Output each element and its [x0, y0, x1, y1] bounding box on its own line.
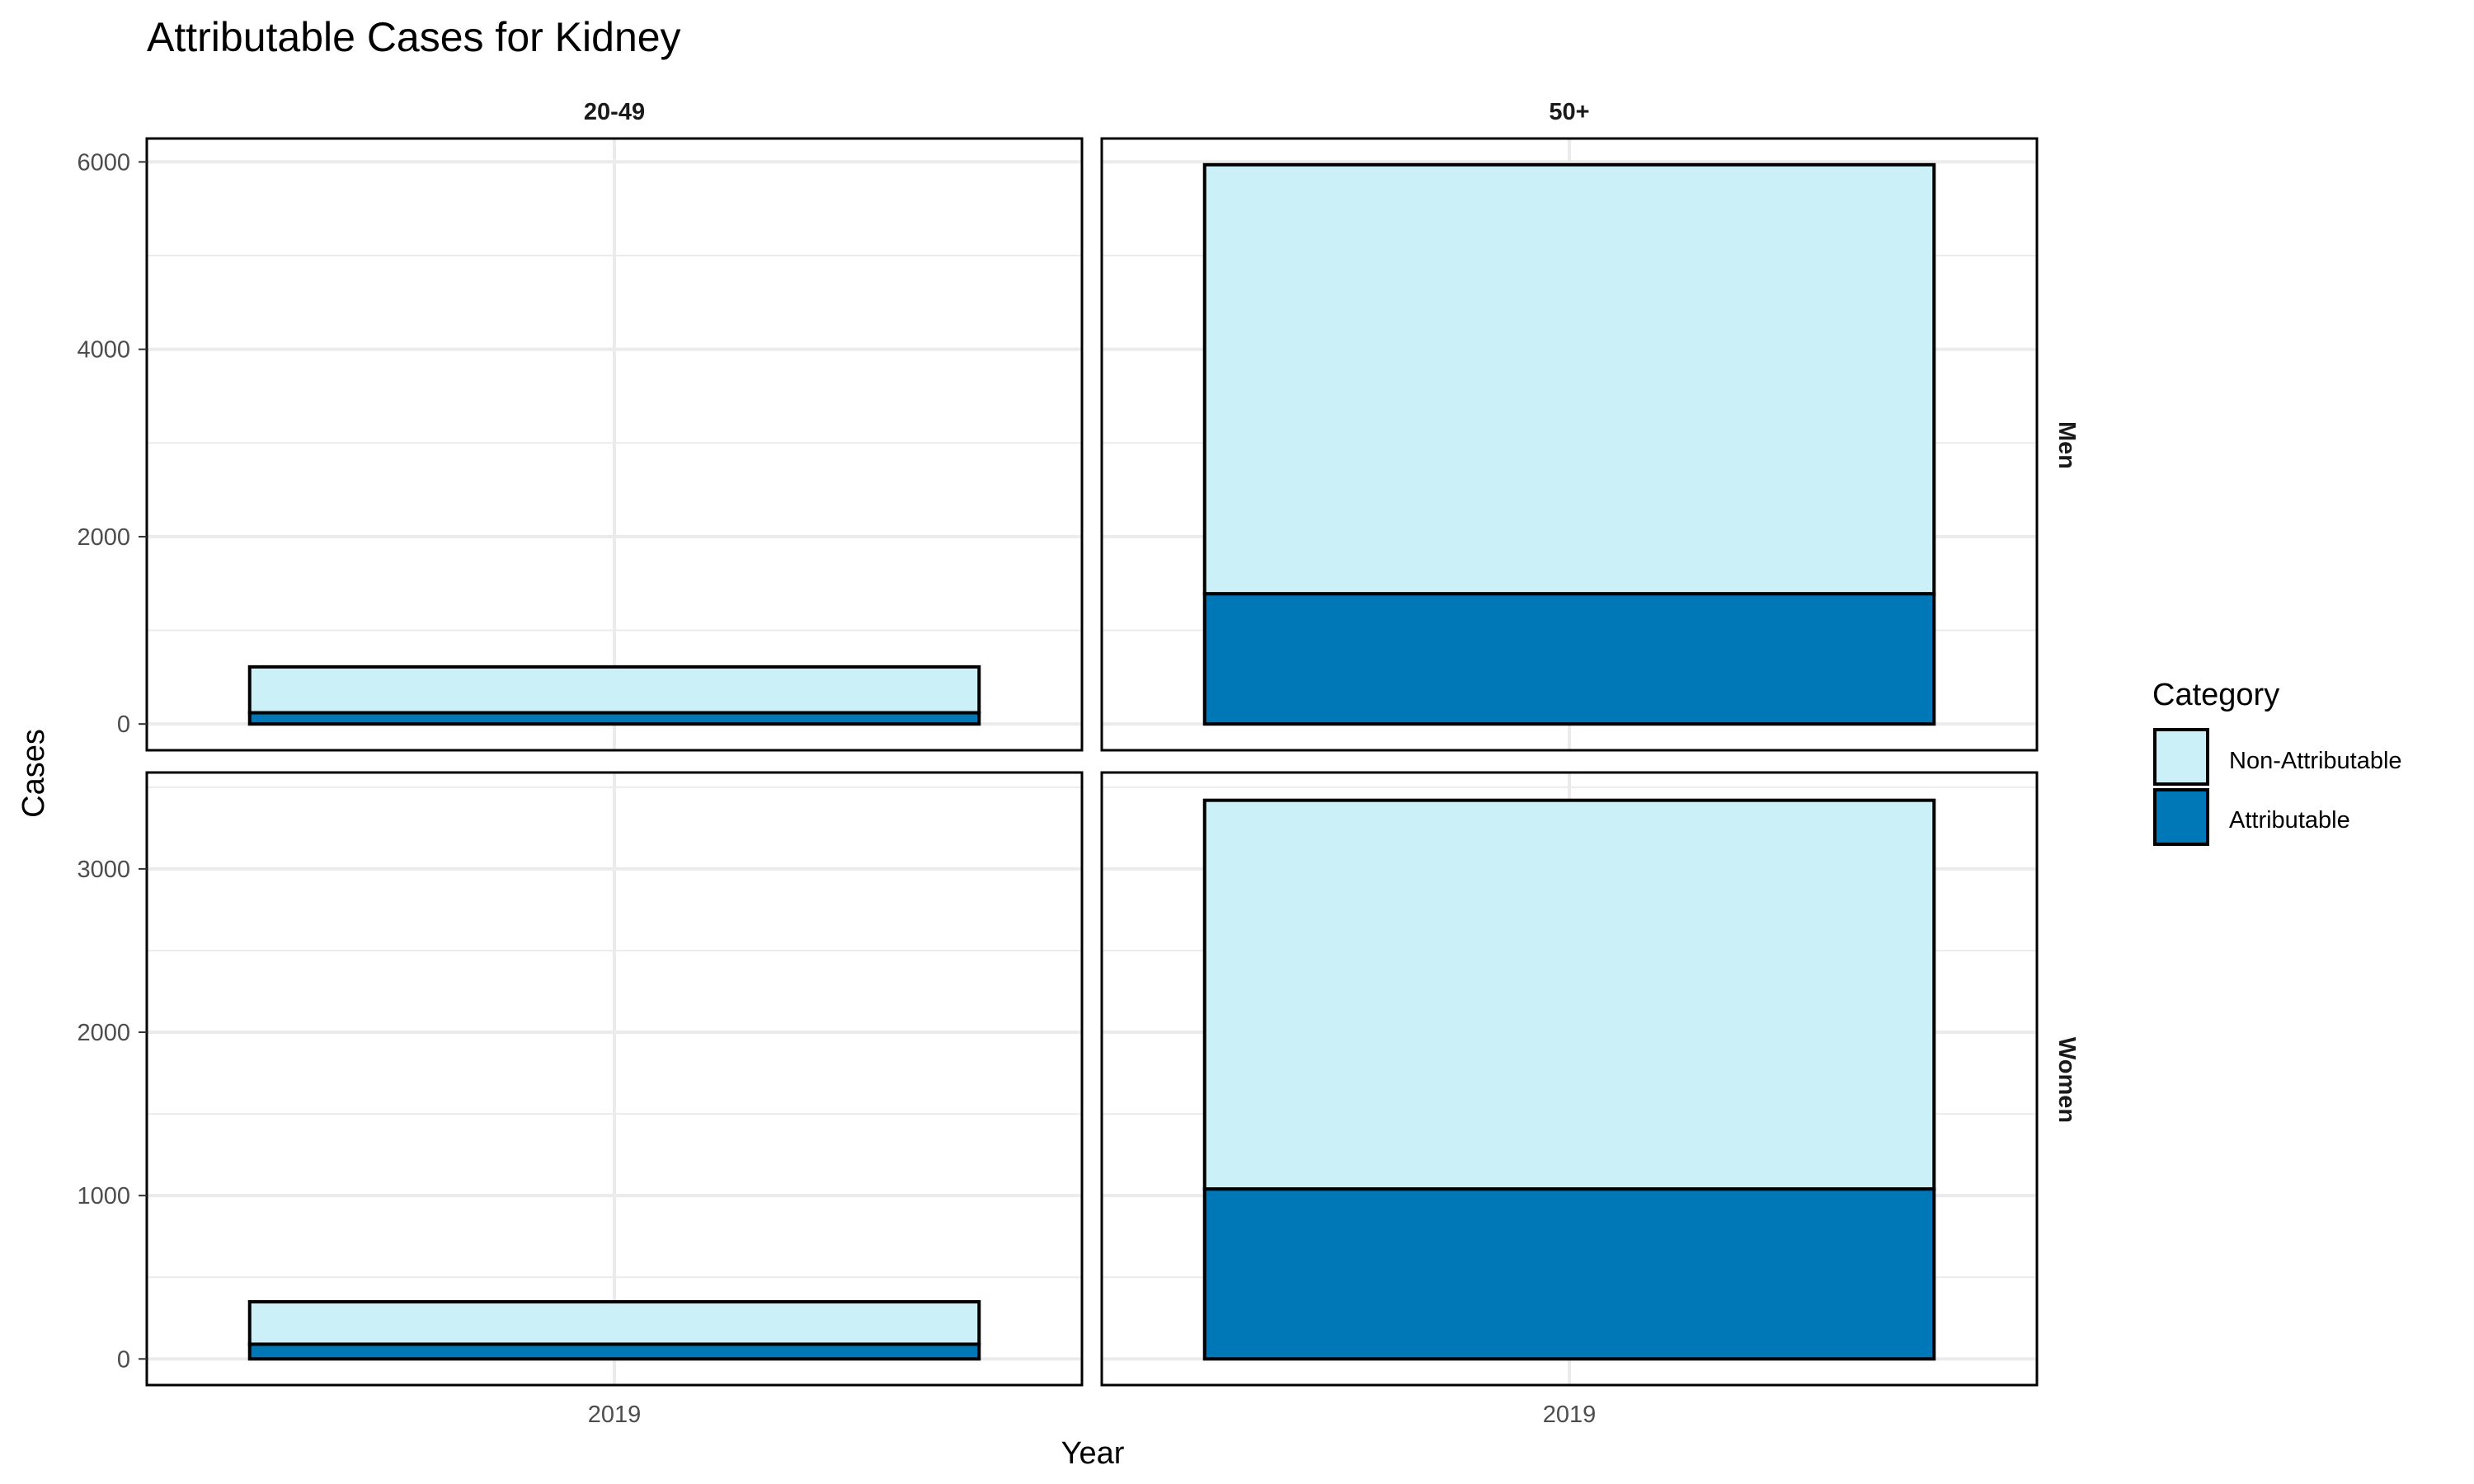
x-axis-title: Year	[1061, 1436, 1125, 1471]
legend-label-attributable: Attributable	[2229, 807, 2350, 834]
strip-label-row-1: Women	[2053, 1037, 2080, 1123]
legend-title: Category	[2152, 678, 2279, 712]
x-tick-label-50plus: 2019	[1543, 1402, 1597, 1428]
legend-swatch-non-attributable	[2153, 728, 2209, 786]
panel-border-women-50plus	[1100, 771, 2039, 1387]
x-tick-label-20-49: 2019	[588, 1402, 642, 1428]
y-tick-label-women: 1000	[77, 1183, 130, 1209]
y-axis-title: Cases	[16, 729, 51, 818]
bar-attributable-men-50plus	[1202, 592, 1936, 726]
chart-title: Attributable Cases for Kidney	[147, 14, 681, 60]
legend-label-non-attributable: Non-Attributable	[2229, 748, 2402, 774]
y-tick-label-men: 6000	[77, 149, 130, 176]
bar-non-attributable-women-20-49	[247, 1299, 981, 1346]
facet-panels: 0 2000 4000 6000 2019 2019 0 1000 2000 3000	[77, 137, 2039, 1428]
bar-attributable-women-20-49	[247, 1342, 981, 1361]
strip-label-row-0: Men	[2053, 421, 2080, 469]
y-tick-label-men: 2000	[77, 524, 130, 551]
y-tick-label-women: 2000	[77, 1020, 130, 1046]
panel-border-men-50plus	[1100, 137, 2039, 752]
y-tick-label-women: 3000	[77, 857, 130, 883]
strip-label-col-0: 20-49	[584, 99, 645, 125]
bar-non-attributable-women-50plus	[1202, 798, 1936, 1191]
bar-non-attributable-men-50plus	[1202, 162, 1936, 596]
bar-attributable-women-50plus	[1202, 1187, 1936, 1361]
strip-label-col-1: 50+	[1549, 99, 1589, 125]
bar-non-attributable-men-20-49	[247, 665, 981, 715]
bar-attributable-men-20-49	[247, 711, 981, 726]
y-tick-label-women: 0	[117, 1346, 130, 1373]
y-tick-label-men: 0	[117, 711, 130, 738]
legend-swatch-attributable	[2153, 788, 2209, 846]
panel-border-men-20-49	[145, 137, 1084, 752]
legend: Category Non-Attributable Attributable	[2152, 678, 2402, 846]
panel-border-women-20-49	[145, 771, 1084, 1387]
y-tick-label-men: 4000	[77, 337, 130, 364]
